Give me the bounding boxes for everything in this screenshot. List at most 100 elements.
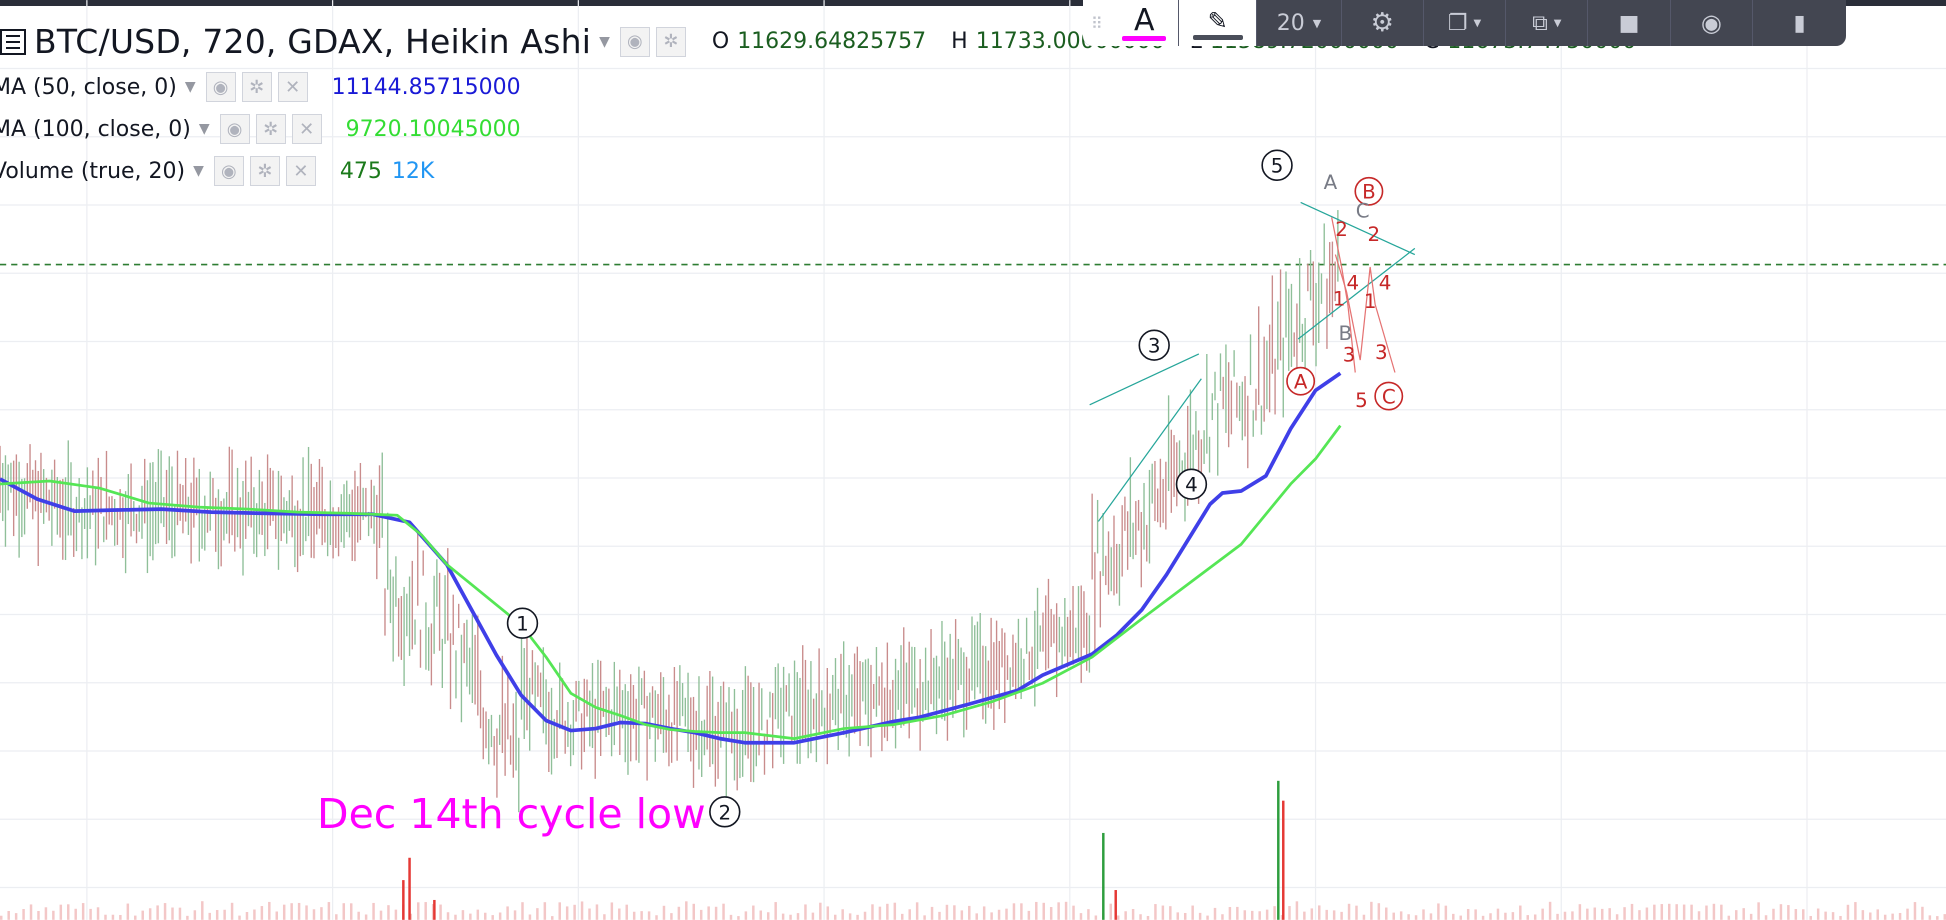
volume-bar bbox=[1541, 908, 1544, 920]
trendline-upper-abc bbox=[1300, 201, 1416, 256]
copy-icon: ⧉ bbox=[1532, 10, 1548, 36]
volume-bar bbox=[1883, 914, 1887, 920]
volume-bar bbox=[67, 904, 70, 920]
volume-bar bbox=[558, 902, 561, 920]
volume-bar bbox=[1787, 905, 1790, 920]
volume-bar bbox=[14, 913, 18, 920]
volume-bar bbox=[1198, 912, 1202, 920]
volume-bar bbox=[469, 913, 472, 920]
volume-bar bbox=[752, 905, 755, 920]
volume-bar bbox=[588, 908, 591, 920]
volume-bar bbox=[1251, 910, 1254, 920]
line-color-button[interactable]: ✎ bbox=[1178, 0, 1258, 46]
pencil-icon: ✎ bbox=[1207, 6, 1228, 35]
svg-text:4: 4 bbox=[1185, 474, 1198, 497]
gear-icon[interactable]: ✲ bbox=[255, 114, 286, 144]
volume-bar bbox=[1928, 915, 1932, 920]
cycle-low-annotation[interactable]: Dec 14th cycle low bbox=[317, 790, 706, 838]
volume-bar bbox=[297, 902, 301, 920]
volume-bar bbox=[521, 902, 524, 920]
volume-bar bbox=[89, 908, 92, 920]
volume-bar bbox=[1735, 910, 1738, 920]
clone-icon: ❐ bbox=[1447, 10, 1468, 36]
symbol-title[interactable]: BTC/USD, 720, GDAX, Heikin Ashi bbox=[34, 22, 592, 61]
volume-bar bbox=[1660, 904, 1664, 920]
ma50-label[interactable]: MA (50, close, 0) bbox=[0, 74, 177, 100]
ma100-label[interactable]: MA (100, close, 0) bbox=[0, 116, 191, 142]
volume-bar bbox=[1109, 903, 1112, 920]
volume-label[interactable]: Volume (true, 20) bbox=[0, 158, 186, 184]
volume-bar bbox=[223, 909, 226, 920]
volume-bar bbox=[1303, 911, 1306, 920]
count-3-right: 3 bbox=[1375, 341, 1388, 364]
volume-bar bbox=[1258, 911, 1261, 920]
settings-button[interactable]: ⚙ bbox=[1342, 0, 1424, 46]
volume-bar bbox=[655, 915, 658, 920]
copy-button[interactable]: ⧉ ▼ bbox=[1506, 0, 1589, 46]
chevron-down-icon[interactable]: ▼ bbox=[198, 121, 210, 137]
volume-bar bbox=[677, 906, 681, 920]
volume-bar bbox=[1020, 903, 1023, 920]
ma100-line[interactable] bbox=[0, 424, 1342, 740]
volume-bar bbox=[424, 902, 427, 920]
gear-icon[interactable]: ✲ bbox=[249, 156, 280, 186]
gear-icon[interactable]: ✲ bbox=[241, 72, 272, 102]
volume-bar bbox=[886, 903, 889, 920]
close-icon[interactable]: ✕ bbox=[285, 156, 316, 186]
volume-bar bbox=[1906, 908, 1909, 920]
volume-bar bbox=[1213, 907, 1217, 920]
eye-icon[interactable]: ◉ bbox=[213, 156, 244, 186]
volume-average-value: 12K bbox=[391, 158, 435, 184]
chevron-down-icon[interactable]: ▼ bbox=[184, 79, 196, 95]
volume-bar bbox=[737, 916, 740, 920]
delete-button[interactable]: ▮ bbox=[1753, 0, 1846, 46]
font-size-dropdown[interactable]: 20 ▼ bbox=[1257, 0, 1342, 46]
volume-bar bbox=[1772, 908, 1775, 920]
font-size-value: 20 bbox=[1276, 10, 1305, 36]
drag-handle-icon[interactable]: ⠿ bbox=[1083, 0, 1111, 46]
volume-bar bbox=[528, 914, 532, 920]
menu-icon[interactable] bbox=[0, 28, 26, 55]
eye-icon[interactable]: ◉ bbox=[619, 26, 650, 57]
sub-wave-a-label: A bbox=[1324, 171, 1338, 194]
close-icon[interactable]: ✕ bbox=[291, 114, 322, 144]
volume-bar bbox=[1414, 915, 1418, 920]
volume-bar bbox=[1854, 902, 1857, 920]
volume-bar bbox=[342, 903, 346, 920]
chevron-down-icon[interactable]: ▼ bbox=[193, 163, 204, 179]
volume-bar bbox=[774, 902, 777, 920]
volume-bar bbox=[543, 902, 547, 920]
eye-icon: ◉ bbox=[1700, 9, 1722, 37]
visibility-button[interactable]: ◉ bbox=[1671, 0, 1753, 46]
volume-bar bbox=[1608, 908, 1611, 920]
volume-bar bbox=[1087, 909, 1090, 920]
volume-bar bbox=[781, 913, 785, 920]
text-color-button[interactable]: A bbox=[1110, 0, 1179, 46]
volume-bar bbox=[320, 907, 323, 920]
chevron-down-icon[interactable]: ▼ bbox=[599, 33, 610, 50]
close-icon[interactable]: ✕ bbox=[277, 72, 308, 102]
volume-bar bbox=[1228, 907, 1232, 920]
eye-icon[interactable]: ◉ bbox=[205, 72, 236, 102]
volume-bar bbox=[565, 906, 569, 920]
eye-icon[interactable]: ◉ bbox=[219, 114, 250, 144]
volume-bar bbox=[982, 906, 986, 920]
ma50-line[interactable] bbox=[0, 371, 1342, 745]
volume-bar bbox=[908, 909, 911, 920]
volume-bar bbox=[1332, 910, 1336, 920]
gear-icon[interactable]: ✲ bbox=[655, 26, 686, 57]
volume-bar bbox=[901, 913, 904, 920]
wave-3-label: 3 bbox=[1138, 329, 1170, 361]
volume-bar bbox=[1131, 909, 1135, 920]
volume-bar bbox=[364, 914, 368, 920]
clone-button[interactable]: ❐ ▼ bbox=[1424, 0, 1507, 46]
volume-bar bbox=[707, 906, 710, 920]
volume-bar bbox=[1042, 902, 1045, 920]
volume-bar bbox=[74, 908, 77, 920]
volume-bar bbox=[1049, 907, 1053, 920]
lock-button[interactable]: ■ bbox=[1588, 0, 1671, 46]
volume-bar bbox=[52, 910, 55, 920]
volume-bar bbox=[915, 902, 919, 920]
volume-bar bbox=[662, 905, 666, 920]
